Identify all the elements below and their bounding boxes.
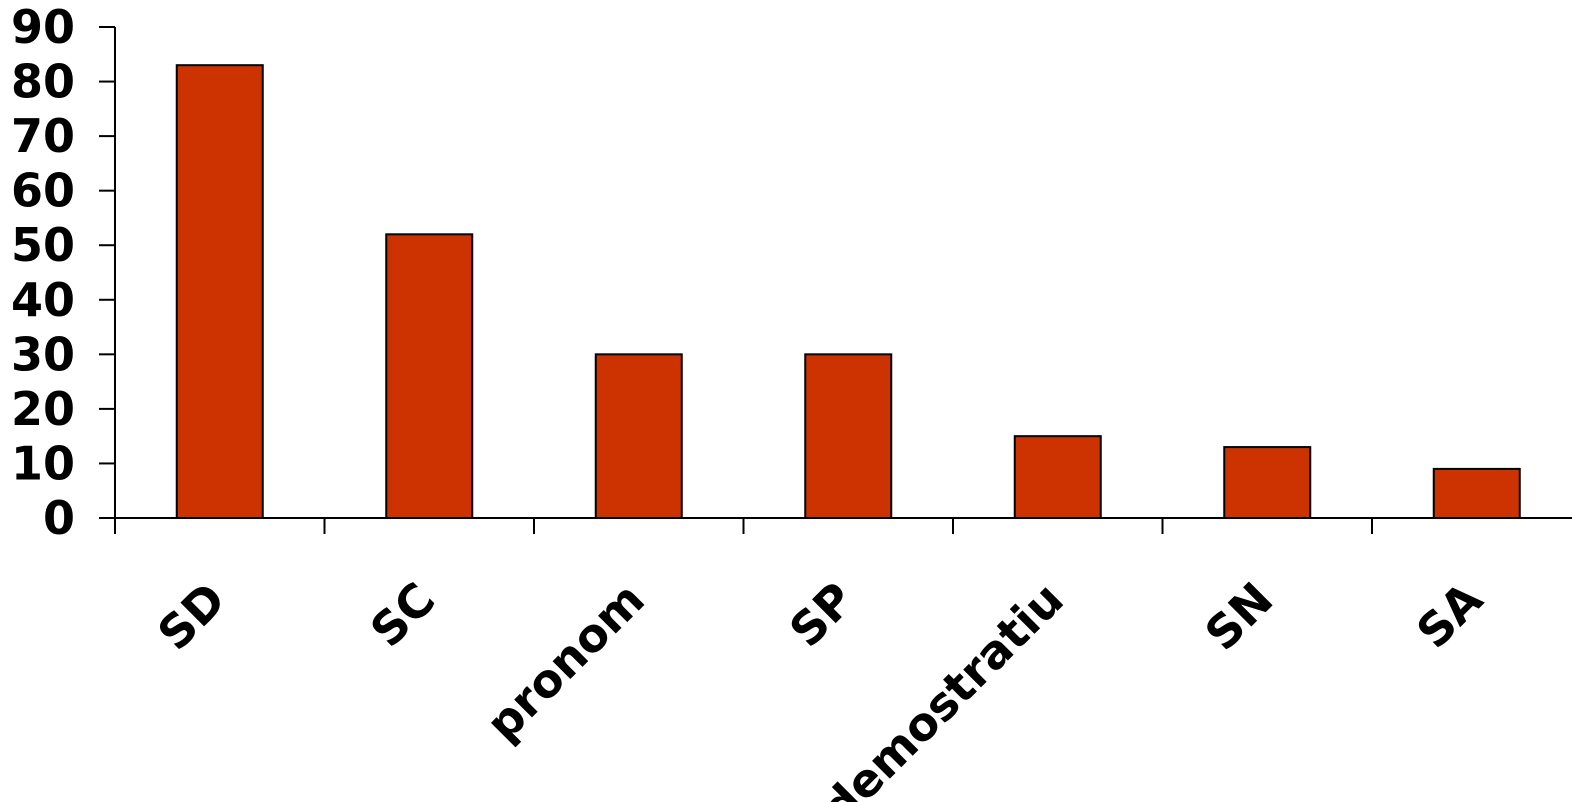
y-tick-label: 60 bbox=[11, 164, 75, 218]
x-category-label: pronom bbox=[476, 572, 655, 751]
y-tick-label: 90 bbox=[11, 0, 75, 54]
bar-pronom bbox=[594, 353, 683, 520]
y-tick-label: 20 bbox=[11, 382, 75, 436]
bar-demostratiu bbox=[1013, 435, 1102, 519]
x-category-label: SC bbox=[360, 572, 445, 657]
y-tick-label: 80 bbox=[11, 55, 75, 109]
y-tick-label: 50 bbox=[11, 218, 75, 272]
bar-sa bbox=[1432, 467, 1521, 519]
bar-sn bbox=[1223, 446, 1312, 520]
bar-sc bbox=[385, 233, 474, 520]
bars bbox=[175, 64, 1521, 520]
bar-sd bbox=[175, 64, 264, 519]
x-category-label: SD bbox=[147, 572, 236, 661]
bar-sp bbox=[804, 353, 893, 520]
x-category-label: SP bbox=[779, 572, 864, 657]
y-tick-label: 0 bbox=[43, 491, 75, 545]
axes bbox=[114, 27, 1572, 534]
y-tick-label: 40 bbox=[11, 273, 75, 327]
x-category-label: SA bbox=[1406, 572, 1493, 659]
y-tick-label: 10 bbox=[11, 436, 75, 490]
y-tick-label: 70 bbox=[11, 109, 75, 163]
x-category-label: SN bbox=[1195, 572, 1284, 661]
y-tick-label: 30 bbox=[11, 327, 75, 381]
